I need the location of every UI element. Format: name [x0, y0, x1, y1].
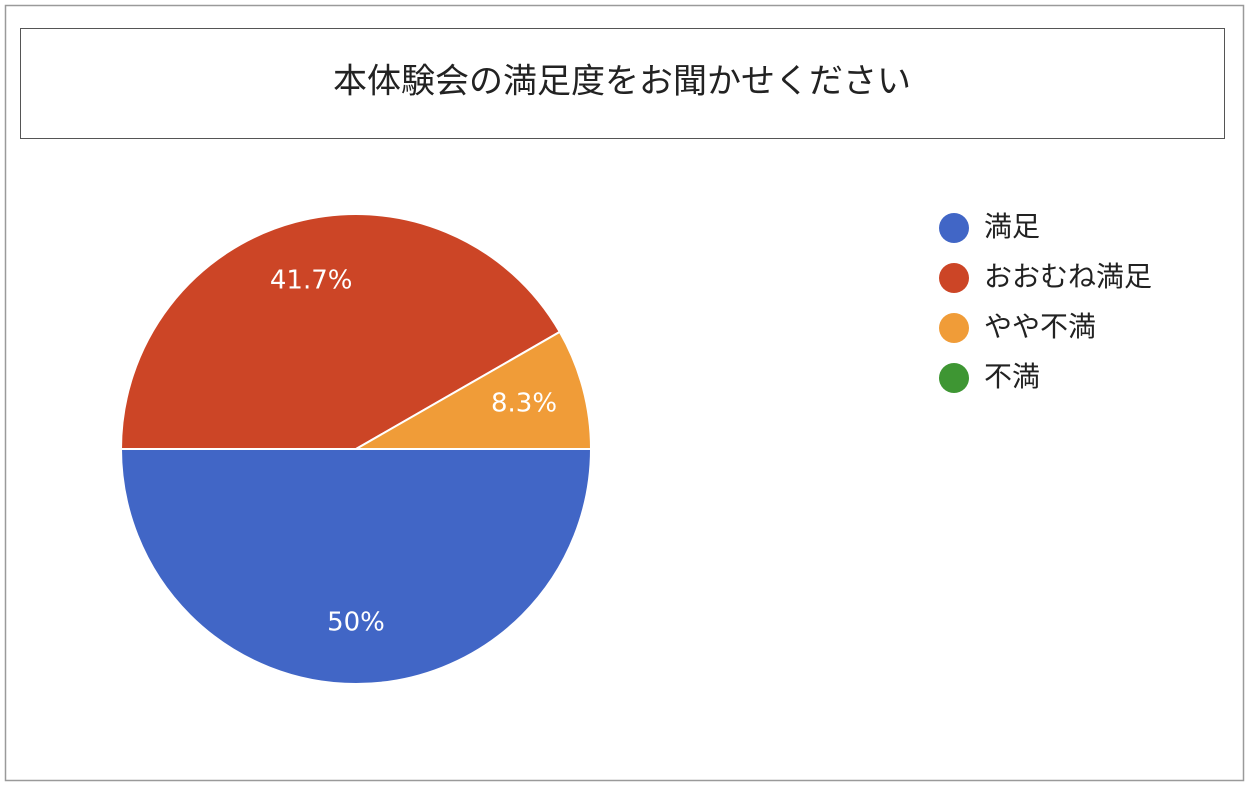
legend-label: おおむね満足: [984, 260, 1152, 293]
legend-marker: [939, 213, 969, 243]
slice-label: 50%: [327, 607, 385, 637]
legend-marker: [939, 363, 969, 393]
legend-label: 満足: [984, 210, 1040, 243]
legend-marker: [939, 313, 969, 343]
legend-label: 不満: [984, 360, 1040, 393]
chart-title: 本体験会の満足度をお聞かせください: [333, 62, 911, 102]
title-box: [20, 28, 1225, 139]
slice-label: 8.3%: [491, 389, 557, 419]
pie-slice: [352, 330, 593, 450]
legend-label: やや不満: [984, 310, 1096, 343]
slice-label: 41.7%: [270, 265, 353, 295]
pie-slice: [119, 448, 593, 685]
pie-slice: [119, 213, 562, 450]
legend-marker: [939, 263, 969, 293]
